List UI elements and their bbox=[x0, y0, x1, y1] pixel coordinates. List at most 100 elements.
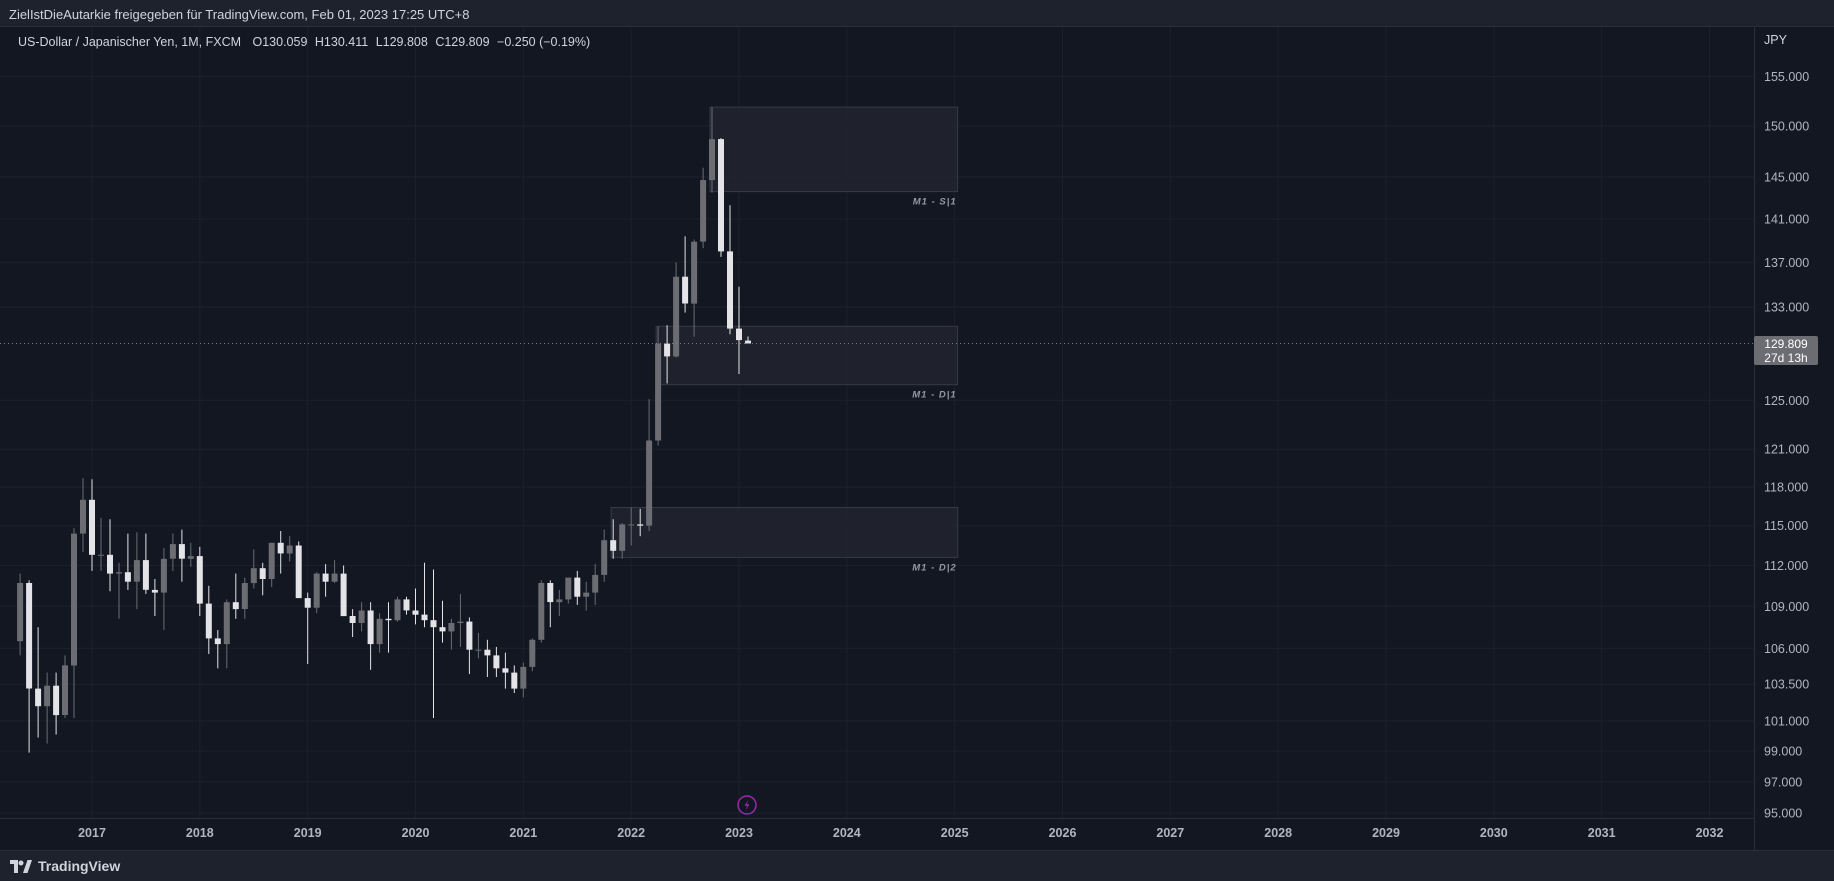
candle-body[interactable] bbox=[62, 665, 68, 715]
candle-body[interactable] bbox=[439, 627, 446, 632]
candle-body[interactable] bbox=[574, 577, 581, 597]
candle-body[interactable] bbox=[700, 180, 707, 242]
candle-body[interactable] bbox=[187, 556, 194, 559]
candle-body[interactable] bbox=[223, 602, 230, 645]
candle-body[interactable] bbox=[709, 139, 715, 181]
candle-body[interactable] bbox=[304, 598, 311, 608]
events-icon[interactable] bbox=[737, 795, 757, 815]
candle-body[interactable] bbox=[89, 499, 95, 555]
candle-body[interactable] bbox=[241, 583, 248, 609]
candle-body[interactable] bbox=[116, 572, 122, 574]
candle-body[interactable] bbox=[529, 639, 536, 667]
time-axis[interactable]: 2017 2018 2019 2020 2021 2022 2023 2024 2025 2026… bbox=[78, 826, 1723, 840]
candle-body[interactable] bbox=[259, 568, 266, 579]
candles-layer bbox=[17, 107, 751, 753]
candle-body[interactable] bbox=[160, 558, 167, 593]
candle-body[interactable] bbox=[412, 610, 419, 615]
candle-body[interactable] bbox=[430, 620, 437, 628]
candle-body[interactable] bbox=[736, 328, 742, 341]
candle-body[interactable] bbox=[718, 139, 724, 252]
candle-body[interactable] bbox=[349, 616, 356, 623]
candle-body[interactable] bbox=[385, 618, 392, 621]
candle-body[interactable] bbox=[457, 621, 464, 623]
candle-body[interactable] bbox=[376, 618, 383, 645]
candle-body[interactable] bbox=[547, 583, 554, 603]
candle-body[interactable] bbox=[403, 599, 410, 611]
zone-box[interactable] bbox=[610, 507, 959, 558]
candle-body[interactable] bbox=[71, 533, 77, 666]
candle-body[interactable] bbox=[124, 572, 131, 582]
candle-body[interactable] bbox=[232, 602, 239, 610]
candle-body[interactable] bbox=[565, 577, 572, 600]
candle-body[interactable] bbox=[484, 649, 491, 656]
candle-body[interactable] bbox=[745, 340, 751, 344]
candle-body[interactable] bbox=[646, 440, 653, 526]
candle-body[interactable] bbox=[295, 545, 302, 599]
candle-body[interactable] bbox=[313, 573, 320, 608]
candle-body[interactable] bbox=[322, 573, 329, 582]
candle-body[interactable] bbox=[331, 573, 338, 582]
candle-body[interactable] bbox=[538, 583, 545, 640]
candle-body[interactable] bbox=[421, 614, 428, 621]
candle-body[interactable] bbox=[53, 685, 60, 716]
candle-body[interactable] bbox=[448, 623, 455, 632]
candle-body[interactable] bbox=[35, 688, 42, 707]
candle-body[interactable] bbox=[205, 603, 212, 639]
candle-body[interactable] bbox=[44, 685, 51, 707]
candle-body[interactable] bbox=[340, 573, 347, 617]
bar-countdown: 27d 13h bbox=[1764, 351, 1808, 365]
candle-body[interactable] bbox=[178, 544, 185, 559]
candle-body[interactable] bbox=[80, 499, 86, 534]
candle-body[interactable] bbox=[619, 524, 626, 551]
candle-body[interactable] bbox=[17, 583, 24, 642]
candle-body[interactable] bbox=[628, 524, 635, 526]
close-value: C129.809 bbox=[435, 35, 490, 49]
candle-body[interactable] bbox=[151, 589, 158, 593]
currency-label[interactable]: JPY bbox=[1764, 33, 1787, 47]
candle-body[interactable] bbox=[196, 556, 203, 604]
candle-body[interactable] bbox=[556, 599, 563, 603]
candle-body[interactable] bbox=[286, 545, 293, 554]
y-tick-label: 121.000 bbox=[1764, 443, 1809, 457]
candle-body[interactable] bbox=[107, 554, 113, 574]
y-tick-label: 145.000 bbox=[1764, 171, 1809, 185]
symbol-name[interactable]: US-Dollar / Japanischer Yen, 1M, FXCM bbox=[18, 35, 242, 49]
candle-body[interactable] bbox=[98, 554, 104, 556]
candle-body[interactable] bbox=[502, 668, 509, 673]
price-chart[interactable]: M1 - S|1M1 - D|1M1 - D|2 155.000150.0001… bbox=[0, 27, 1834, 850]
candle-body[interactable] bbox=[682, 276, 689, 304]
candle-body[interactable] bbox=[601, 540, 608, 575]
zone-box[interactable] bbox=[655, 325, 959, 386]
candle-body[interactable] bbox=[250, 568, 257, 584]
candle-body[interactable] bbox=[142, 560, 149, 590]
price-axis[interactable]: 155.000 150.000 145.000 141.000 137.000 133.0… bbox=[1764, 70, 1809, 820]
candle-body[interactable] bbox=[592, 574, 599, 593]
candle-body[interactable] bbox=[664, 343, 671, 357]
x-tick-label: 2024 bbox=[833, 826, 861, 840]
candle-body[interactable] bbox=[727, 251, 733, 329]
candle-body[interactable] bbox=[610, 540, 617, 551]
candle-body[interactable] bbox=[26, 583, 33, 689]
tradingview-logo[interactable]: TradingView bbox=[10, 858, 120, 874]
candle-body[interactable] bbox=[466, 621, 473, 650]
candle-body[interactable] bbox=[520, 666, 527, 689]
candle-body[interactable] bbox=[637, 524, 644, 526]
candle-body[interactable] bbox=[655, 343, 662, 441]
candle-body[interactable] bbox=[673, 276, 680, 357]
candle-body[interactable] bbox=[367, 610, 374, 645]
candle-body[interactable] bbox=[358, 610, 365, 624]
candle-body[interactable] bbox=[133, 560, 140, 582]
zone-box[interactable] bbox=[709, 106, 959, 193]
x-tick-label: 2031 bbox=[1588, 826, 1616, 840]
candle-body[interactable] bbox=[268, 542, 275, 579]
candle-body[interactable] bbox=[169, 544, 176, 559]
candle-body[interactable] bbox=[394, 599, 401, 621]
candle-body[interactable] bbox=[475, 649, 482, 651]
candle-body[interactable] bbox=[214, 638, 221, 645]
candle-body[interactable] bbox=[493, 655, 500, 669]
candle-body[interactable] bbox=[583, 592, 590, 597]
candle-body[interactable] bbox=[511, 672, 518, 689]
candle-body[interactable] bbox=[691, 241, 698, 304]
zone-label: M1 - D|1 bbox=[912, 390, 956, 401]
candle-body[interactable] bbox=[277, 542, 284, 554]
